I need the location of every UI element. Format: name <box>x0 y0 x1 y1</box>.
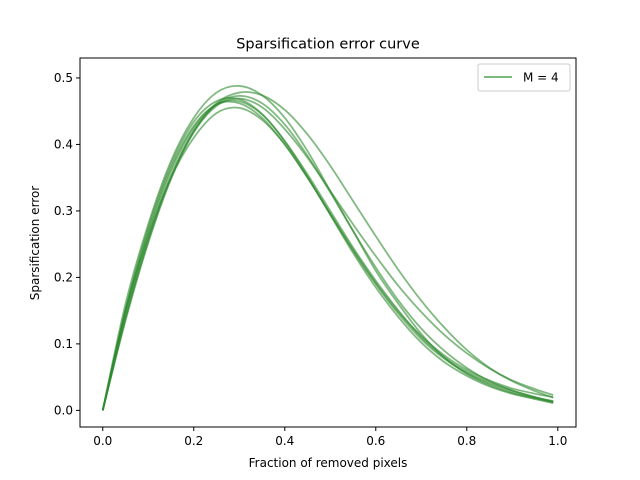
x-tick-label: 0.4 <box>275 434 294 448</box>
x-tick-label: 0.8 <box>457 434 476 448</box>
legend-box <box>477 63 571 92</box>
x-axis-label: Fraction of removed pixels <box>249 456 408 470</box>
legend-label-m4: M = 4 <box>523 71 559 85</box>
axes: 0.0 0.2 0.4 0.6 0.8 1.0 0.0 0.1 0.2 0.3 0.4 0.5 <box>54 57 577 448</box>
x-tick-label: 0.2 <box>184 434 203 448</box>
chart-title: Sparsification error curve <box>236 37 420 53</box>
y-tick-label: 0.1 <box>54 337 73 351</box>
series-line-1 <box>101 84 554 411</box>
plot-frame <box>79 57 577 428</box>
series-line-8 <box>101 97 554 411</box>
x-tick-label: 1.0 <box>548 434 567 448</box>
y-axis-label: Sparsification error <box>28 186 42 301</box>
y-tick-label: 0.5 <box>54 71 73 85</box>
y-tick-label: 0.4 <box>54 138 73 152</box>
series-line-2 <box>101 99 554 411</box>
series-lines <box>101 84 554 411</box>
y-tick-label: 0.0 <box>54 404 73 418</box>
x-tick-label: 0.6 <box>366 434 385 448</box>
y-tick-label: 0.3 <box>54 204 73 218</box>
legend: M = 4 <box>477 63 571 92</box>
y-tick-label: 0.2 <box>54 271 73 285</box>
x-tick-label: 0.0 <box>93 434 112 448</box>
